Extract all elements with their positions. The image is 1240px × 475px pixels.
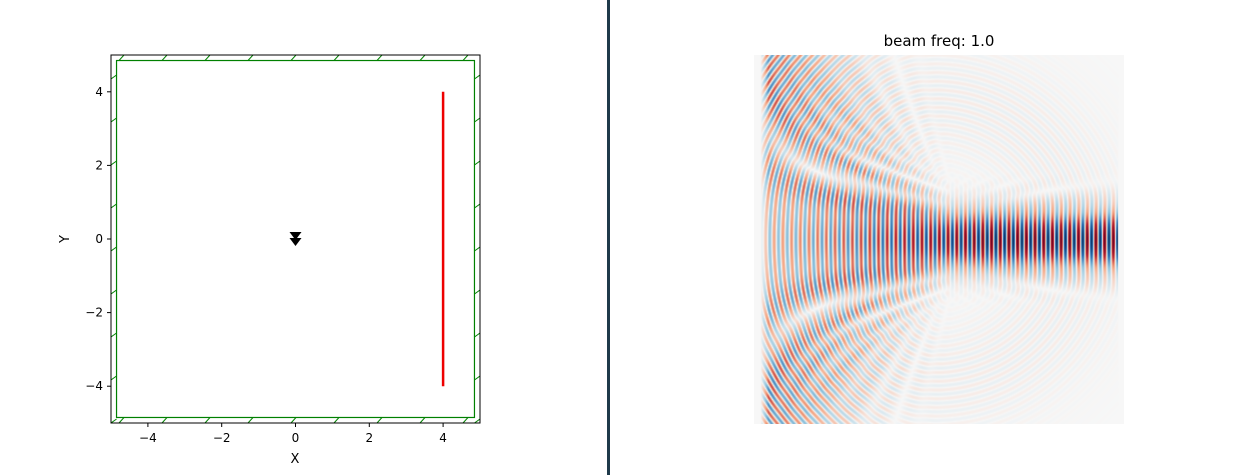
pml-hatch xyxy=(204,55,211,61)
pml-hatch xyxy=(111,74,117,80)
pml-hatch xyxy=(376,417,383,423)
pml-hatch xyxy=(118,417,125,423)
y-tick-label: −2 xyxy=(85,306,103,320)
pml-hatch xyxy=(419,55,426,61)
pml-hatch xyxy=(290,55,297,61)
pml-hatch xyxy=(111,332,117,338)
pml-hatch xyxy=(419,417,426,423)
pml-hatch xyxy=(111,203,117,209)
pml-hatch xyxy=(474,74,480,80)
pml-hatch xyxy=(161,55,168,61)
pml-hatch xyxy=(204,417,211,423)
pml-hatch xyxy=(111,117,117,123)
x-tick-label: −4 xyxy=(139,431,157,445)
pml-hatch xyxy=(111,160,117,166)
pml-hatch xyxy=(474,375,480,381)
beam-source xyxy=(289,232,302,246)
pml-hatch xyxy=(333,55,340,61)
x-tick-label: 4 xyxy=(439,431,447,445)
y-tick-label: 0 xyxy=(95,232,103,246)
x-axis-ticks: −4 −2 0 2 4 xyxy=(139,423,447,445)
y-axis-ticks: −4 −2 0 2 4 xyxy=(85,85,111,393)
pml-hatch xyxy=(111,289,117,295)
pml-hatch xyxy=(474,418,480,423)
x-tick-label: 2 xyxy=(365,431,373,445)
pml-hatch xyxy=(111,418,117,423)
pml-hatch xyxy=(247,417,254,423)
pml-boundary xyxy=(111,55,480,423)
pml-hatch xyxy=(290,417,297,423)
pml-hatch xyxy=(462,417,469,423)
pml-hatch xyxy=(474,203,480,209)
pml-hatch xyxy=(161,417,168,423)
x-tick-label: 0 xyxy=(292,431,300,445)
pml-hatch xyxy=(474,246,480,252)
field-heatmap-image xyxy=(754,55,1124,424)
pml-hatch xyxy=(247,55,254,61)
source-marker xyxy=(289,238,302,246)
pml-hatch xyxy=(111,246,117,252)
source-marker xyxy=(289,232,302,240)
simulation-geometry-plot: −4 −2 0 2 4 −4 −2 0 2 4 X Y xyxy=(58,54,481,467)
field-heatmap-plot: beam freq: 1.0 xyxy=(754,32,1124,424)
y-tick-label: −4 xyxy=(85,379,103,393)
heatmap-title: beam freq: 1.0 xyxy=(884,32,995,50)
pml-hatch xyxy=(474,332,480,338)
y-tick-label: 4 xyxy=(95,85,103,99)
x-axis-label: X xyxy=(291,452,300,467)
y-axis-label: Y xyxy=(58,235,73,244)
pml-hatch xyxy=(333,417,340,423)
pml-hatch xyxy=(111,375,117,381)
pml-hatch xyxy=(474,289,480,295)
pml-hatch xyxy=(474,160,480,166)
x-tick-label: −2 xyxy=(213,431,231,445)
pml-hatch xyxy=(474,117,480,123)
y-tick-label: 2 xyxy=(95,158,103,172)
pml-hatch xyxy=(462,55,469,61)
panel-divider xyxy=(607,0,610,475)
pml-hatch xyxy=(118,55,125,61)
pml-hatch xyxy=(376,55,383,61)
